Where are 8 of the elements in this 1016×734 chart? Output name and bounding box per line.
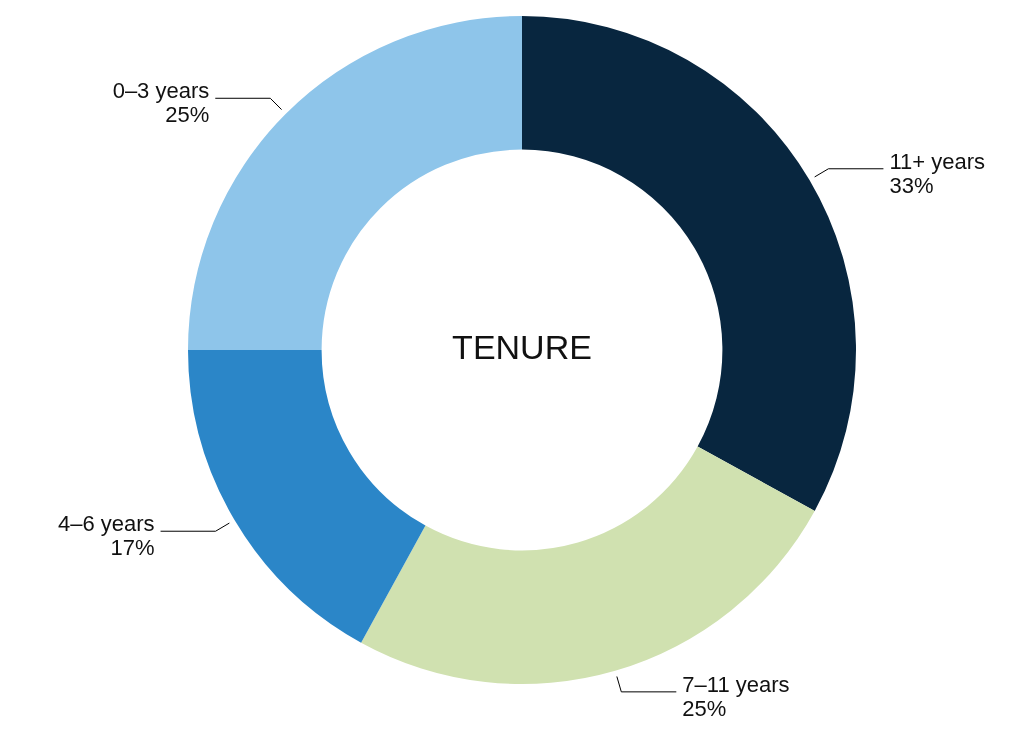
data-label: 25% <box>165 102 210 128</box>
slice-label: 7–11 years <box>682 671 790 697</box>
slice-label: 4–6 years <box>57 511 155 537</box>
slice-label: 0–3 years <box>112 78 210 104</box>
slice-label: 11+ years <box>889 148 986 174</box>
text: TENURE <box>452 328 592 367</box>
data-label: 25% <box>682 695 727 721</box>
data-label: 17% <box>110 535 155 561</box>
